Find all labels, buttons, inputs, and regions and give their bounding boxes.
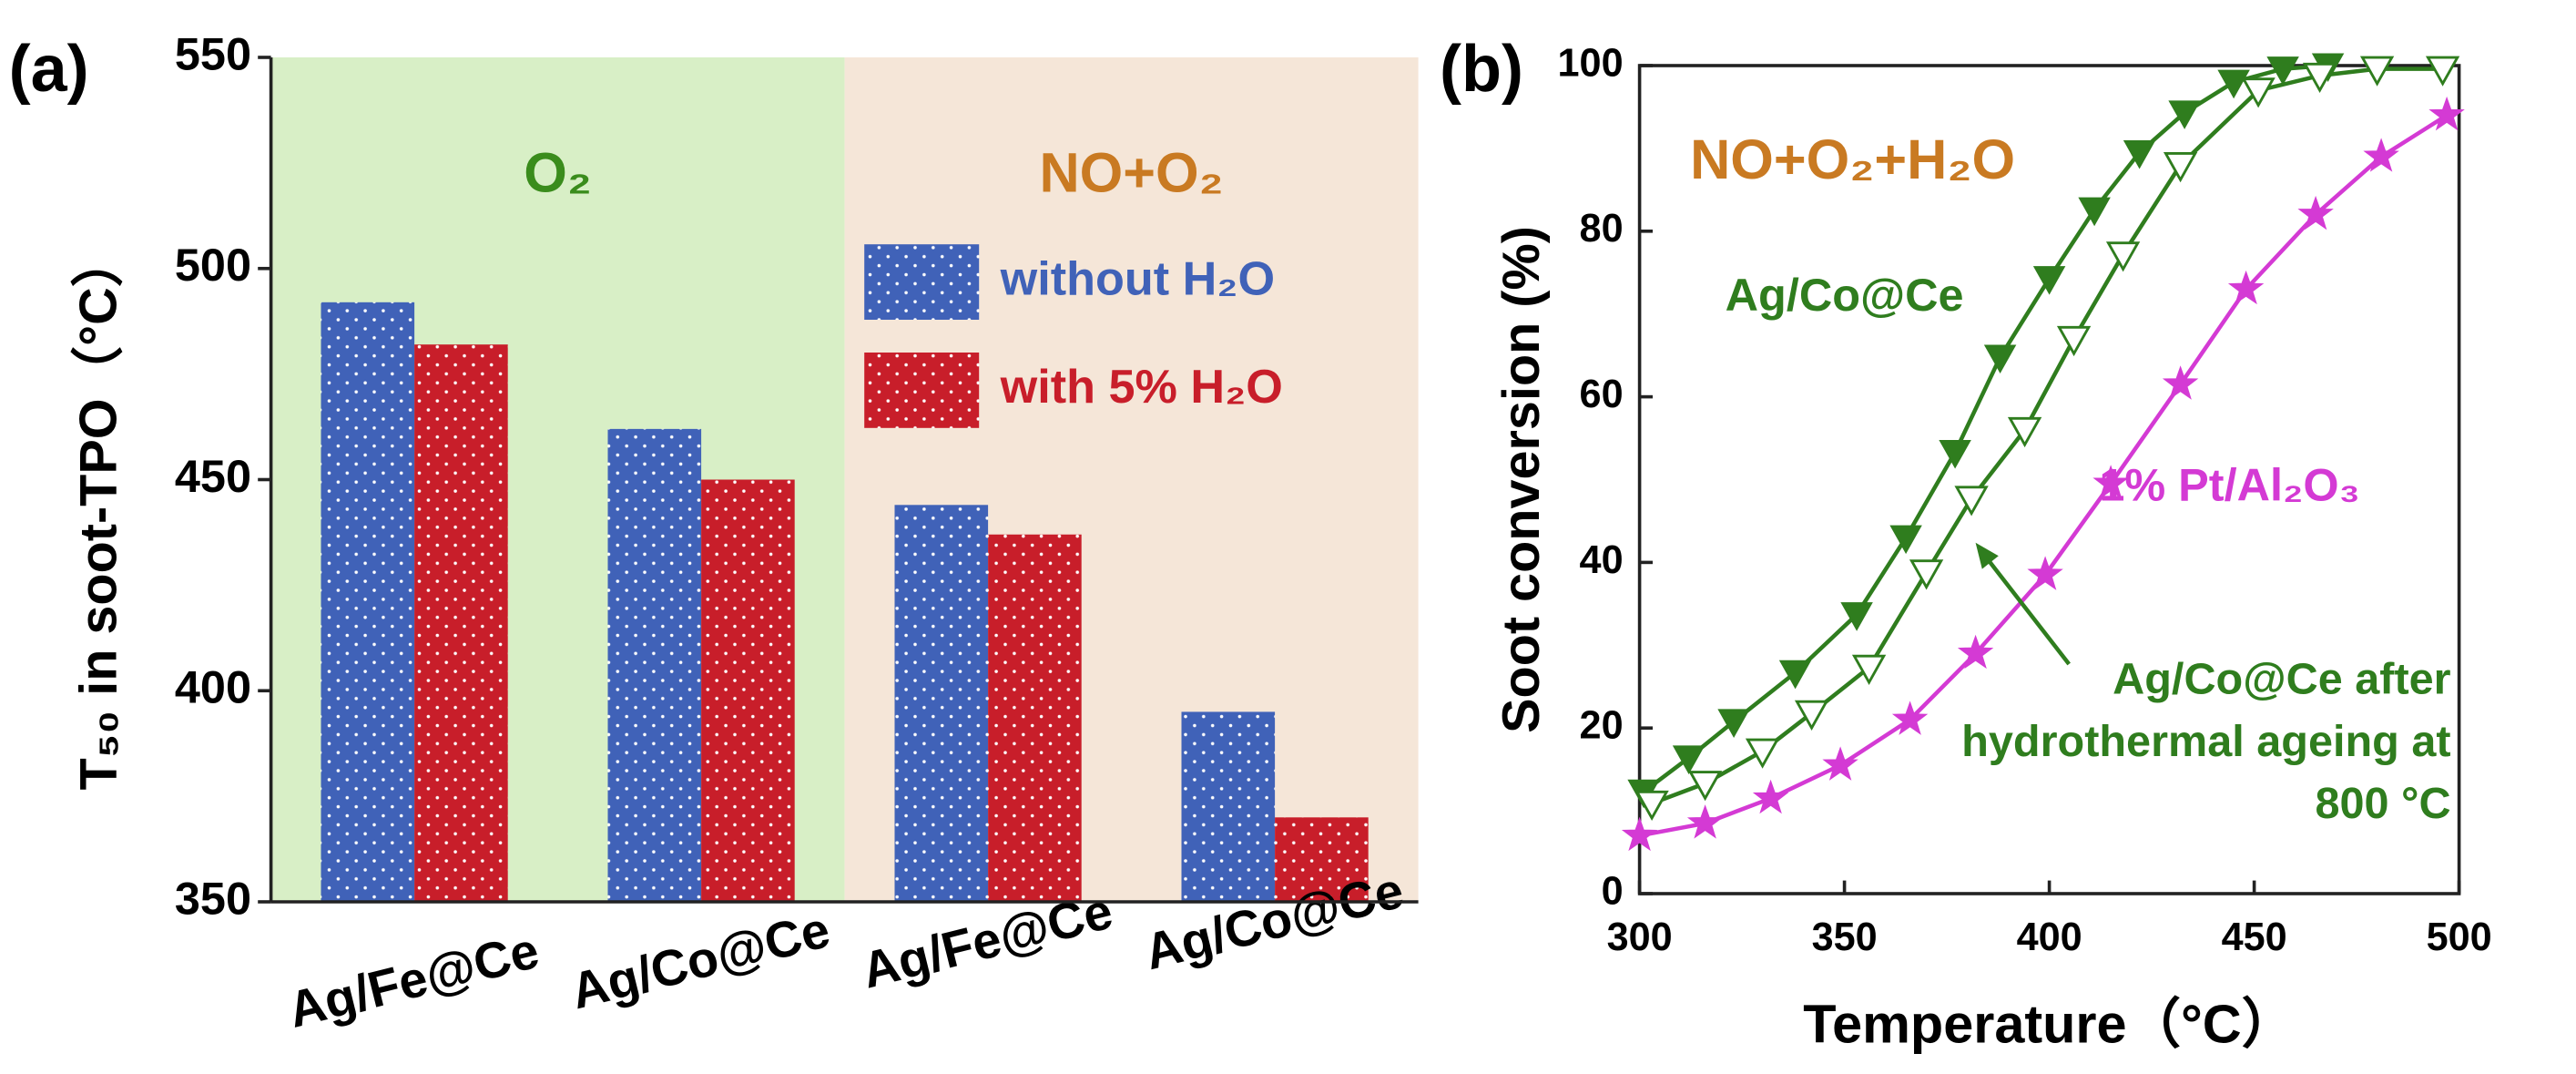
marker — [1957, 634, 1994, 670]
marker — [1621, 816, 1658, 852]
marker — [1954, 486, 1989, 517]
x-tick-label: 500 — [2427, 915, 2492, 959]
legend-swatch — [864, 244, 980, 320]
marker — [2032, 266, 2066, 295]
legend-swatch — [864, 353, 980, 428]
marker — [1794, 700, 1829, 731]
legend-label: with 5% H₂O — [1000, 361, 1283, 414]
marker — [2302, 62, 2337, 94]
marker — [2425, 56, 2460, 87]
marker — [1840, 602, 1873, 631]
x-tick-label: 450 — [2222, 915, 2287, 959]
marker — [1891, 701, 1929, 735]
y-tick-label: 350 — [175, 872, 251, 924]
marker — [1752, 779, 1789, 814]
y-tick-label: 100 — [1558, 41, 1624, 85]
y-tick-label: 400 — [175, 661, 251, 713]
y-axis-title: Soot conversion (%) — [1492, 226, 1551, 733]
marker — [2092, 465, 2129, 499]
marker — [1822, 746, 1858, 781]
panel-label: (a) — [9, 33, 89, 106]
marker — [2297, 195, 2334, 230]
marker — [1778, 660, 1812, 690]
marker — [2163, 152, 2198, 183]
x-tick-label: 300 — [1607, 915, 1673, 959]
bar — [701, 479, 795, 902]
marker — [1745, 738, 1780, 769]
x-axis-title: Temperature（°C） — [1803, 993, 2296, 1054]
bar — [414, 344, 508, 902]
series-label-box: Ag/Co@Ce after hydrothermal ageing at 80… — [1961, 654, 2451, 828]
marker — [2241, 77, 2276, 108]
marker — [2428, 96, 2465, 131]
x-tick-label: 350 — [1812, 915, 1878, 959]
bar — [607, 428, 702, 902]
marker — [2007, 416, 2042, 448]
bar — [1275, 817, 1369, 902]
annotation-arrowhead — [1975, 542, 1999, 569]
marker — [2105, 241, 2141, 272]
marker — [1889, 525, 1922, 555]
annotation-arrow — [1981, 553, 2071, 666]
marker — [1634, 790, 1669, 822]
marker — [2162, 365, 2199, 400]
series-label: Ag/Co@Ce — [1726, 269, 1964, 321]
marker — [2359, 56, 2395, 87]
bar — [321, 302, 415, 902]
marker — [2123, 139, 2156, 169]
y-tick-label: 0 — [1602, 869, 1624, 913]
y-axis-title: T₅₀ in soot-TPO（°C） — [69, 235, 127, 791]
y-tick-label: 80 — [1580, 207, 1624, 251]
y-tick-label: 450 — [175, 450, 251, 502]
bar — [988, 534, 1082, 902]
panel-label: (b) — [1440, 33, 1523, 106]
series-label: 1% Pt/Al₂O₃ — [2099, 459, 2360, 511]
marker — [1909, 559, 1944, 590]
y-tick-label: 60 — [1580, 373, 1624, 416]
bar — [894, 505, 989, 902]
marker — [2363, 138, 2399, 172]
marker — [1717, 709, 1750, 738]
x-tick-label: Ag/Fe@Ce — [282, 921, 545, 1038]
y-tick-label: 550 — [175, 27, 251, 79]
marker — [1939, 440, 1971, 469]
marker — [1672, 745, 1705, 774]
x-tick-label: 400 — [2017, 915, 2082, 959]
marker — [1851, 654, 1887, 685]
marker — [2078, 197, 2111, 227]
marker — [1686, 804, 1724, 839]
bar — [1181, 711, 1276, 902]
x-tick-label: Ag/Co@Ce — [565, 900, 836, 1019]
y-tick-label: 500 — [175, 239, 251, 291]
y-tick-label: 40 — [1580, 538, 1624, 582]
marker — [2217, 69, 2250, 99]
y-tick-label: 20 — [1580, 704, 1624, 748]
series-label: Ag/Co@Ce after hydrothermal ageing at 80… — [1961, 654, 2451, 828]
region-label: NO+O₂ — [1039, 142, 1223, 204]
marker — [2027, 556, 2063, 590]
marker — [2227, 270, 2265, 305]
marker — [2168, 100, 2201, 129]
marker — [1687, 771, 1723, 802]
legend-label: without H₂O — [1000, 252, 1275, 305]
region-label: O₂ — [524, 142, 592, 204]
marker — [2056, 325, 2092, 357]
marker — [1983, 344, 2017, 374]
annotation: NO+O₂+H₂O — [1690, 128, 2015, 190]
marker — [2266, 56, 2299, 86]
